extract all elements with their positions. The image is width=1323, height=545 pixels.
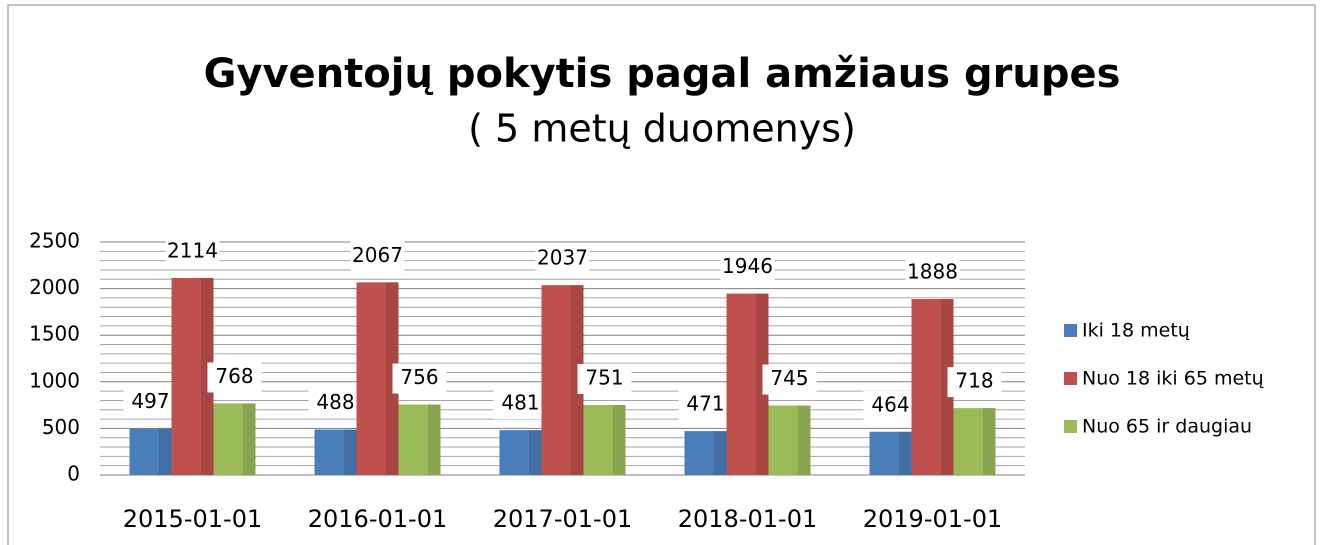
data-label-box bbox=[762, 364, 817, 395]
bar bbox=[583, 405, 626, 475]
bar-shade bbox=[713, 431, 727, 475]
bar bbox=[768, 405, 811, 475]
bar-shade bbox=[242, 403, 256, 475]
data-label: 2114 bbox=[167, 238, 218, 262]
bar bbox=[684, 431, 727, 475]
bar-shade bbox=[982, 408, 996, 475]
bar bbox=[869, 431, 912, 475]
data-label-box bbox=[863, 390, 918, 421]
data-label: 2067 bbox=[352, 243, 403, 267]
bar-shade bbox=[797, 405, 811, 475]
data-label-box bbox=[123, 387, 178, 418]
legend-swatch bbox=[1064, 372, 1077, 385]
legend-label: Nuo 65 ir daugiau bbox=[1082, 416, 1252, 438]
y-tick-label: 500 bbox=[42, 415, 80, 439]
data-label: 751 bbox=[585, 366, 623, 390]
x-tick-label: 2016-01-01 bbox=[308, 505, 447, 533]
data-label: 2037 bbox=[537, 246, 588, 270]
data-label-box bbox=[678, 390, 733, 421]
data-label-box bbox=[905, 258, 960, 289]
legend-swatch bbox=[1064, 324, 1077, 337]
bar bbox=[314, 429, 357, 475]
bar-shade bbox=[755, 293, 769, 475]
bar bbox=[356, 282, 399, 475]
bar bbox=[953, 408, 996, 475]
bar-shade bbox=[158, 428, 172, 475]
y-tick-label: 0 bbox=[67, 462, 80, 486]
legend-label: Iki 18 metų bbox=[1082, 320, 1190, 342]
y-tick-label: 2500 bbox=[29, 229, 80, 253]
bar-shade bbox=[427, 404, 441, 475]
bar-shade bbox=[940, 299, 954, 475]
bar-shade bbox=[385, 282, 399, 475]
data-label: 481 bbox=[501, 391, 539, 415]
data-label: 488 bbox=[316, 390, 354, 414]
data-label: 756 bbox=[400, 365, 438, 389]
bar bbox=[911, 299, 954, 475]
data-label: 718 bbox=[955, 369, 993, 393]
bar bbox=[171, 277, 214, 475]
legend-swatch bbox=[1064, 420, 1077, 433]
y-tick-label: 1500 bbox=[29, 322, 80, 346]
x-tick-label: 2017-01-01 bbox=[493, 505, 632, 533]
x-tick-label: 2019-01-01 bbox=[863, 505, 1002, 533]
data-label-box bbox=[392, 363, 447, 394]
y-tick-label: 2000 bbox=[29, 275, 80, 299]
bar-shade bbox=[528, 430, 542, 475]
x-tick-label: 2018-01-01 bbox=[678, 505, 817, 533]
data-label-box bbox=[165, 236, 220, 267]
bar-shade bbox=[200, 277, 214, 475]
bar bbox=[129, 428, 172, 475]
bar bbox=[213, 403, 256, 475]
data-label-box bbox=[207, 362, 262, 393]
data-label: 1888 bbox=[907, 260, 958, 284]
data-label-box bbox=[350, 241, 405, 272]
chart-title: Gyventojų pokytis pagal amžiaus grupes bbox=[204, 51, 1121, 97]
bar bbox=[541, 285, 584, 475]
legend-label: Nuo 18 iki 65 metų bbox=[1082, 368, 1264, 390]
bar-shade bbox=[612, 405, 626, 475]
data-label: 464 bbox=[871, 392, 909, 416]
bar bbox=[726, 293, 769, 475]
y-tick-label: 1000 bbox=[29, 368, 80, 392]
bar-shade bbox=[343, 429, 357, 475]
data-label-box bbox=[720, 252, 775, 283]
data-label: 497 bbox=[131, 389, 169, 413]
data-label-box bbox=[535, 244, 590, 275]
x-tick-label: 2015-01-01 bbox=[123, 505, 262, 533]
data-label: 745 bbox=[770, 366, 808, 390]
data-label-box bbox=[577, 364, 632, 395]
bar-shade bbox=[570, 285, 584, 475]
data-label: 768 bbox=[215, 364, 253, 388]
bar-shade bbox=[898, 431, 912, 475]
data-label-box bbox=[947, 367, 1002, 398]
bar bbox=[398, 404, 441, 475]
data-label-box bbox=[493, 389, 548, 420]
chart-subtitle: ( 5 metų duomenys) bbox=[468, 107, 856, 151]
data-label: 471 bbox=[686, 392, 724, 416]
bar bbox=[499, 430, 542, 475]
data-label-box bbox=[308, 388, 363, 419]
data-label: 1946 bbox=[722, 254, 773, 278]
